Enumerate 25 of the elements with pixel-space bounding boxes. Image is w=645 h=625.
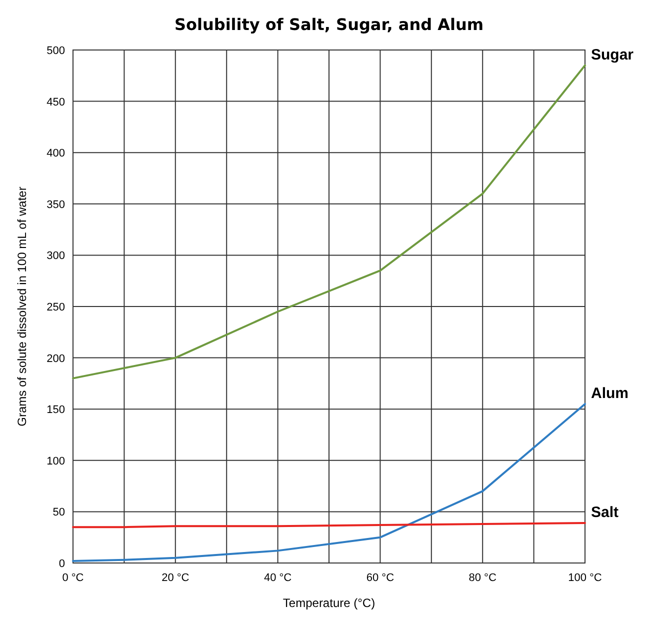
- x-tick-label: 40 °C: [264, 572, 292, 584]
- y-tick-label: 300: [46, 250, 65, 262]
- x-tick-label: 60 °C: [366, 572, 394, 584]
- line-series: [72, 402, 586, 562]
- y-tick-label: 150: [46, 404, 65, 416]
- y-tick-label: 250: [46, 302, 65, 314]
- chart-title: Solubility of Salt, Sugar, and Alum: [174, 15, 484, 34]
- y-tick-label: 200: [46, 352, 65, 365]
- x-axis-title: Temperature (°C): [282, 596, 376, 610]
- x-tick-label: 100 °C: [568, 572, 602, 584]
- y-tick-label: 50: [52, 506, 65, 519]
- series-label: Salt: [591, 504, 619, 521]
- series-label: Sugar: [591, 46, 634, 64]
- y-tick-label: 500: [46, 45, 65, 57]
- y-tick-label: 100: [46, 455, 65, 468]
- y-axis-title: Grams of solute dissolved in 100 mL of water: [15, 186, 29, 426]
- line-series: [72, 64, 586, 380]
- x-tick-label: 80 °C: [468, 572, 496, 584]
- series-label: Alum: [591, 384, 628, 402]
- y-tick-label: 0: [58, 558, 65, 570]
- x-tick-label: 20 °C: [162, 572, 190, 584]
- y-tick-label: 350: [46, 198, 65, 211]
- y-tick-label: 450: [46, 96, 65, 108]
- x-tick-label: 0 °C: [62, 572, 84, 584]
- y-tick-label: 400: [46, 148, 65, 160]
